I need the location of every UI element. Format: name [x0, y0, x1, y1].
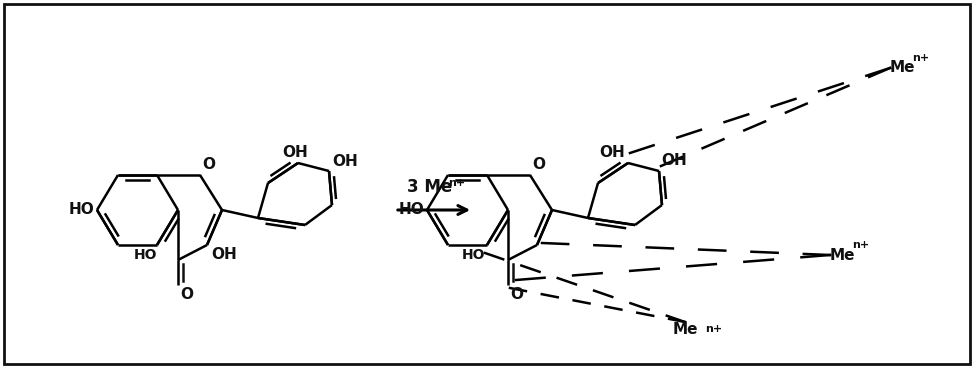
Text: O: O [532, 157, 545, 172]
Text: 3 Me: 3 Me [407, 178, 453, 196]
Text: O: O [510, 287, 523, 302]
Text: HO: HO [68, 202, 94, 217]
Text: n+: n+ [705, 324, 722, 334]
Text: O: O [202, 157, 215, 172]
Text: OH: OH [211, 247, 237, 262]
Text: OH: OH [661, 153, 687, 168]
Text: OH: OH [282, 145, 308, 160]
Text: OH: OH [599, 145, 625, 160]
Text: OH: OH [332, 154, 357, 169]
Text: n+: n+ [448, 178, 466, 188]
Text: n+: n+ [912, 53, 929, 63]
Text: Me: Me [890, 60, 916, 75]
Text: n+: n+ [852, 240, 869, 250]
Text: Me: Me [830, 248, 855, 262]
Text: HO: HO [133, 248, 157, 262]
Text: HO: HO [462, 248, 485, 262]
Text: Me: Me [672, 322, 697, 337]
Text: O: O [180, 287, 193, 302]
Text: HO: HO [398, 202, 424, 217]
